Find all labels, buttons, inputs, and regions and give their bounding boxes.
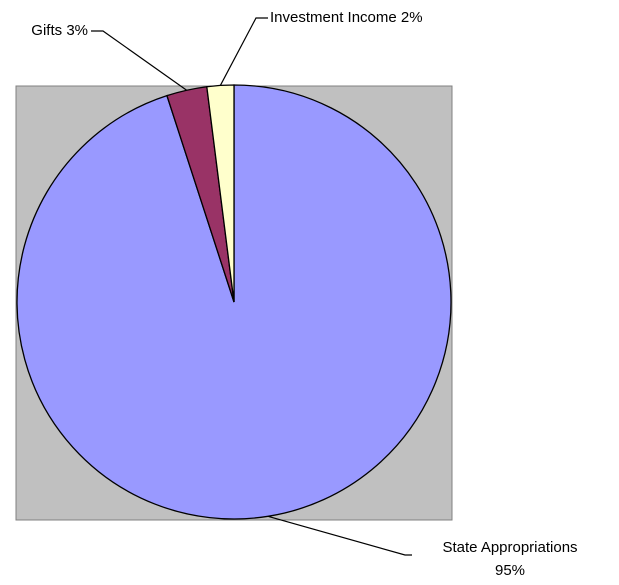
- slice-value-label: 3%: [66, 22, 88, 39]
- slice-label: State Appropriations: [442, 539, 577, 556]
- leader-lines: [91, 17, 412, 556]
- slice-label-group: Investment Income 2%: [270, 9, 423, 26]
- slice-label: Investment Income: [270, 9, 397, 26]
- slice-label-group: Gifts 3%: [31, 22, 88, 39]
- leader-line: [91, 30, 188, 91]
- slice-value-label: 95%: [495, 562, 525, 579]
- leader-line: [219, 17, 268, 86]
- slice-label: Gifts: [31, 22, 62, 39]
- leader-line: [267, 515, 412, 556]
- slice-value-label: 2%: [401, 9, 423, 26]
- pie: [16, 84, 452, 520]
